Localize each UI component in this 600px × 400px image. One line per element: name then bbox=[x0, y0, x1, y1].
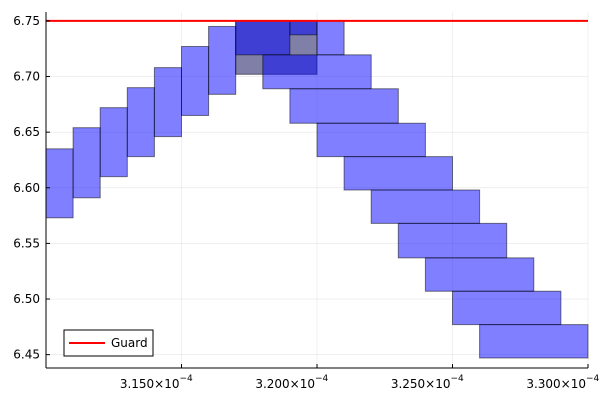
data-box bbox=[289, 88, 399, 124]
data-box bbox=[370, 189, 481, 224]
data-box bbox=[397, 222, 508, 259]
x-tick-label: 3.250×10 bbox=[391, 377, 451, 391]
y-tick-label: 6.55 bbox=[13, 236, 40, 250]
y-tick-label: 6.75 bbox=[13, 14, 40, 28]
x-tick-exponent: −4 bbox=[315, 374, 329, 384]
data-box bbox=[452, 290, 562, 326]
x-tick-label: 3.300×10 bbox=[526, 377, 586, 391]
data-box bbox=[181, 45, 210, 116]
y-tick-label: 6.60 bbox=[13, 181, 40, 195]
data-box bbox=[45, 148, 74, 219]
data-box bbox=[289, 20, 318, 36]
x-tick-label: 3.200×10 bbox=[255, 377, 315, 391]
data-box bbox=[262, 54, 372, 90]
x-tick-exponent: −4 bbox=[180, 374, 194, 384]
y-tick-label: 6.65 bbox=[13, 125, 40, 139]
data-box bbox=[316, 122, 426, 158]
y-tick-label: 6.50 bbox=[13, 292, 40, 306]
legend: Guard bbox=[63, 329, 154, 357]
data-box bbox=[126, 87, 155, 158]
data-box bbox=[208, 25, 237, 95]
data-box bbox=[235, 20, 291, 56]
data-box bbox=[72, 127, 101, 199]
x-tick-label: 3.150×10 bbox=[120, 377, 180, 391]
y-tick-label: 6.70 bbox=[13, 70, 40, 84]
y-tick-label: 6.45 bbox=[13, 348, 40, 362]
data-box bbox=[343, 156, 454, 191]
data-box bbox=[99, 107, 128, 178]
legend-guard-label: Guard bbox=[111, 336, 148, 350]
data-box bbox=[153, 67, 182, 138]
data-box bbox=[424, 257, 535, 292]
x-tick-exponent: −4 bbox=[451, 374, 465, 384]
boxes bbox=[45, 20, 589, 359]
axes: 3.150×10 −4 3.200×10 −4 3.250×10 −4 3.300×10 −4… bbox=[13, 12, 600, 391]
data-box bbox=[479, 324, 589, 359]
data-box bbox=[316, 20, 345, 56]
x-tick-exponent: −4 bbox=[586, 374, 600, 384]
